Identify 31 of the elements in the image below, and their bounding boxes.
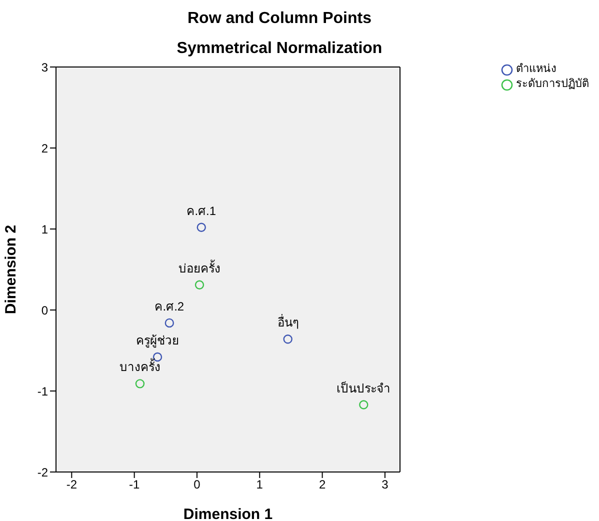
data-label: ครูผู้ช่วย [136,333,180,348]
y-tick-label: 2 [41,141,48,156]
x-tick-label: -2 [66,478,78,492]
y-tick-label: 0 [41,303,48,318]
chart-subtitle: Symmetrical Normalization [176,40,384,58]
data-label: บางครั้ง [119,358,160,374]
x-axis-title: Dimension 1 [183,506,273,521]
y-tick-label: 3 [41,60,48,74]
point [359,400,368,410]
data-label: ค.ศ.1 [186,204,216,218]
y-tick-label: -1 [37,384,48,398]
y-tick-label: 1 [41,222,48,236]
x-tick-label: 1 [256,478,264,492]
data-label: อื่นๆ [277,314,298,330]
x-tick-label: 0 [194,478,201,492]
point [283,334,292,344]
point [196,222,206,232]
data-label: บ่อยครั้ง [178,259,220,276]
point [135,379,145,388]
data-label: ค.ศ.2 [154,299,184,314]
legend-label: ตำแหน่ง [516,62,556,77]
chart-title: Row and Column Points [186,10,372,28]
x-tick-label: 2 [318,478,326,492]
y-axis-title: Dimension 2 [2,224,20,314]
point [194,280,204,290]
legend-label: ระดับการปฏิบัติ [516,77,589,92]
data-label: เป็นประจำ [336,380,391,396]
y-tick-label: -2 [37,465,48,480]
x-tick-label: 3 [382,478,389,492]
point [164,318,174,328]
x-tick-label: -1 [128,478,140,492]
